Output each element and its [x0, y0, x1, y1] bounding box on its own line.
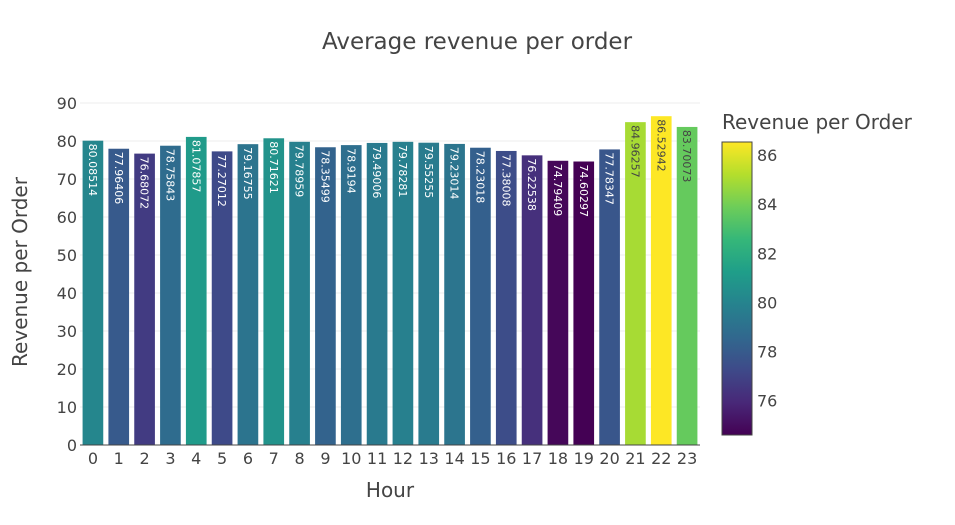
bar-value-label: 77.27012 [215, 154, 228, 207]
y-tick-label: 30 [57, 322, 77, 341]
bar [495, 150, 517, 445]
bar [237, 144, 259, 445]
bar [160, 145, 181, 446]
bar-value-label: 78.35499 [318, 150, 331, 203]
chart-title: Average revenue per order [322, 29, 633, 55]
colorbar-tick-label: 80 [757, 293, 777, 312]
bar [392, 141, 414, 445]
bar [211, 151, 233, 446]
bar-value-label: 80.71621 [267, 141, 280, 194]
bar-value-label: 84.96257 [628, 125, 641, 178]
bar [521, 155, 543, 445]
bar [625, 122, 646, 445]
bar-value-label: 81.07857 [189, 140, 202, 193]
bar-value-label: 79.16755 [241, 147, 254, 200]
bar-value-label: 83.70073 [680, 130, 693, 183]
y-tick-label: 0 [67, 436, 77, 455]
colorbar-title: Revenue per Order [722, 110, 913, 134]
y-tick-label: 40 [57, 284, 77, 303]
y-tick-label: 10 [57, 398, 77, 417]
colorbar-tick-labels: 76 78 80 82 84 86 [757, 146, 777, 411]
y-axis-title: Revenue per Order [8, 176, 32, 367]
bar [134, 153, 155, 445]
bar [263, 138, 285, 446]
colorbar-tick-label: 86 [757, 146, 777, 165]
bar-value-label: 76.68072 [138, 157, 151, 210]
x-tick-labels: 0 1 2 3 4 5 6 7 8 9 10 11 12 13 14 15 16 17 18 19 20 21 22 23 [88, 449, 697, 468]
bar-value-label: 74.79409 [551, 164, 564, 217]
bar-value-label: 79.78281 [396, 145, 409, 198]
bar [82, 140, 104, 446]
y-tick-label: 20 [57, 360, 77, 379]
x-tick-label: 5 [217, 449, 227, 468]
bar-value-label: 74.60297 [577, 165, 590, 218]
x-tick-label: 13 [419, 449, 439, 468]
bar [418, 142, 440, 445]
x-tick-label: 20 [599, 449, 619, 468]
bar [185, 136, 207, 445]
x-tick-label: 11 [367, 449, 387, 468]
bar-value-label: 80.08514 [86, 144, 99, 197]
x-axis-title: Hour [366, 478, 415, 502]
y-tick-label: 90 [57, 94, 77, 113]
bar-value-label: 79.55255 [422, 146, 435, 199]
x-tick-label: 23 [677, 449, 697, 468]
x-tick-label: 14 [444, 449, 464, 468]
bar-value-label: 79.23014 [448, 147, 461, 200]
colorbar-tick-label: 82 [757, 244, 777, 263]
x-tick-label: 21 [625, 449, 645, 468]
x-tick-label: 16 [496, 449, 516, 468]
x-tick-label: 19 [574, 449, 594, 468]
bar-value-label: 76.22538 [525, 158, 538, 211]
bar [650, 116, 672, 445]
gridlines [80, 102, 700, 408]
x-tick-label: 1 [114, 449, 124, 468]
y-tick-label: 80 [57, 132, 77, 151]
colorbar-tick-label: 78 [757, 343, 777, 362]
x-tick-label: 12 [393, 449, 413, 468]
bar-value-label: 79.78959 [293, 145, 306, 198]
x-tick-label: 7 [269, 449, 279, 468]
bar-value-label: 78.9194 [344, 148, 357, 194]
bar-value-label: 77.78347 [603, 152, 616, 205]
colorbar [721, 141, 753, 436]
bar-value-label: 77.38008 [499, 154, 512, 207]
bar-value-label: 86.52942 [654, 119, 667, 172]
x-tick-label: 6 [243, 449, 253, 468]
bar [366, 142, 388, 445]
x-tick-label: 2 [139, 449, 149, 468]
bar [289, 141, 310, 445]
bar [599, 149, 620, 445]
bar [315, 147, 336, 445]
x-tick-label: 0 [88, 449, 98, 468]
y-tick-label: 60 [57, 208, 77, 227]
x-tick-label: 17 [522, 449, 542, 468]
x-tick-label: 4 [191, 449, 201, 468]
bar [108, 148, 130, 445]
bar [573, 161, 595, 445]
x-tick-label: 22 [651, 449, 671, 468]
y-tick-label: 70 [57, 170, 77, 189]
x-tick-label: 3 [165, 449, 175, 468]
x-tick-label: 8 [294, 449, 304, 468]
bar [547, 160, 569, 445]
x-tick-label: 18 [548, 449, 568, 468]
x-tick-label: 9 [320, 449, 330, 468]
bars-group: 80.08514 77.96406 76.68072 78.75843 81.07857… [82, 116, 698, 446]
y-tick-label: 50 [57, 246, 77, 265]
bar [444, 143, 465, 445]
bar [470, 147, 491, 445]
bar-value-label: 79.49006 [370, 146, 383, 199]
bar [676, 126, 698, 445]
bar-value-label: 78.23018 [473, 151, 486, 204]
colorbar-tick-label: 76 [757, 392, 777, 411]
bar-value-label: 77.96406 [112, 152, 125, 205]
bar-value-label: 78.75843 [163, 149, 176, 202]
colorbar-tick-label: 84 [757, 195, 777, 214]
y-tick-labels: 0 10 20 30 40 50 60 70 80 90 [57, 94, 77, 455]
x-tick-label: 15 [470, 449, 490, 468]
x-tick-label: 10 [341, 449, 361, 468]
bar [340, 145, 362, 446]
